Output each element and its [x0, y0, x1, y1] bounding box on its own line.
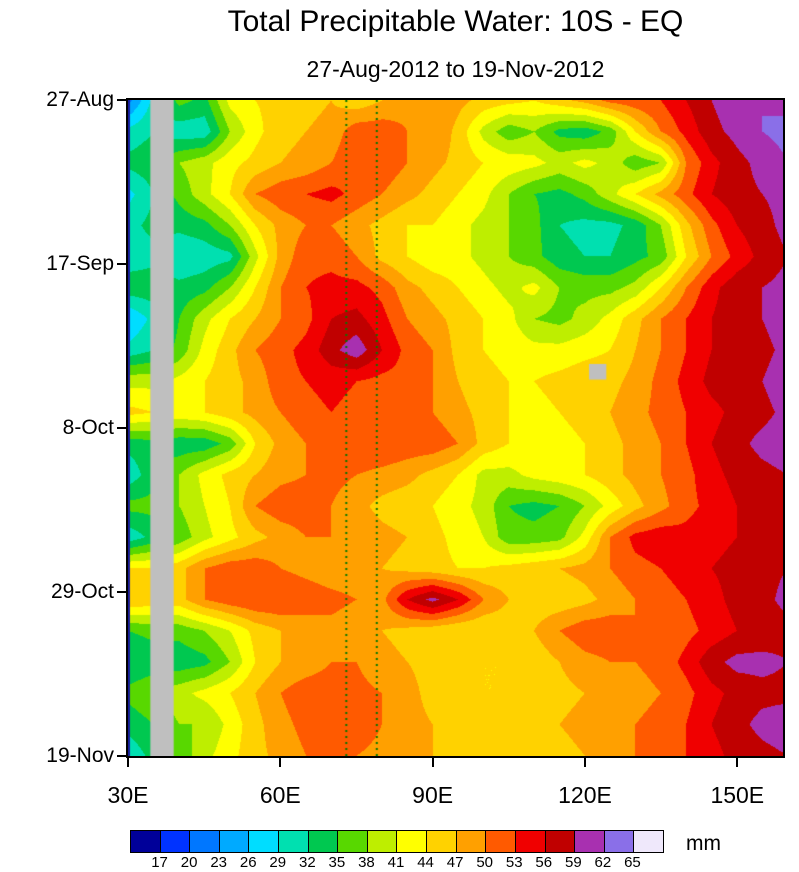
colorbar-cell [190, 831, 220, 852]
colorbar [130, 830, 664, 853]
colorbar-cell [338, 831, 368, 852]
colorbar-tick-label: 47 [446, 854, 464, 871]
y-axis-tick [117, 263, 126, 265]
colorbar-tick-label: 29 [269, 854, 287, 871]
x-axis-tick [279, 758, 282, 767]
y-axis-label: 19-Nov [46, 744, 114, 767]
colorbar-unit-label: mm [686, 832, 721, 855]
heatmap-canvas [128, 100, 783, 756]
colorbar-cell [545, 831, 576, 852]
colorbar-cell [249, 831, 280, 852]
x-axis-tick [127, 758, 129, 767]
colorbar-tick-label: 35 [328, 854, 346, 871]
x-axis-label: 30E [107, 782, 149, 808]
colorbar-tick-label: 32 [298, 854, 316, 871]
colorbar-tick-label: 62 [594, 854, 612, 871]
colorbar-cell [575, 831, 605, 852]
x-axis-tick [431, 758, 434, 767]
y-axis-tick [117, 591, 126, 593]
x-axis-tick [736, 758, 739, 767]
colorbar-labels: 17 20 23 26 29 32 35 38 41 44 47 50 53 56 59 62 65 [130, 854, 662, 872]
colorbar-cell [160, 831, 191, 852]
colorbar-cell [219, 831, 250, 852]
y-axis-label: 17-Sep [46, 252, 114, 275]
colorbar-cell [397, 831, 428, 852]
colorbar-cell [604, 831, 635, 852]
colorbar-cell [367, 831, 398, 852]
colorbar-tick-label: 20 [180, 854, 198, 871]
colorbar-tick-label: 41 [387, 854, 405, 871]
y-axis-tick [117, 755, 126, 757]
colorbar-cell [279, 831, 309, 852]
colorbar-cell [486, 831, 516, 852]
colorbar-cell [308, 831, 339, 852]
colorbar-tick-label: 59 [564, 854, 582, 871]
colorbar-cell [131, 831, 161, 852]
y-axis-tick [117, 99, 126, 101]
x-axis-label: 150E [710, 782, 765, 808]
colorbar-tick-label: 50 [476, 854, 493, 871]
plot-frame [126, 98, 785, 758]
colorbar-tick-label: 26 [239, 854, 257, 871]
colorbar-tick-label: 17 [151, 854, 168, 871]
colorbar-tick-label: 65 [624, 854, 641, 871]
x-axis-label: 90E [412, 782, 454, 808]
colorbar-tick-label: 38 [358, 854, 375, 871]
y-axis-tick [117, 427, 126, 429]
colorbar-cell [515, 831, 546, 852]
colorbar-tick-label: 23 [210, 854, 227, 871]
colorbar-cell [456, 831, 487, 852]
colorbar-cell [427, 831, 457, 852]
y-axis-label: 8-Oct [62, 416, 114, 439]
colorbar-tick-label: 56 [535, 854, 553, 871]
y-axis-label: 29-Oct [50, 580, 114, 603]
colorbar-cell [634, 831, 663, 852]
colorbar-tick-label: 44 [417, 854, 434, 871]
colorbar-tick-label: 53 [505, 854, 523, 871]
x-axis-label: 120E [558, 782, 612, 808]
x-axis-label: 60E [259, 782, 301, 808]
chart-title: Total Precipitable Water: 10S - EQ [227, 5, 684, 38]
x-axis-tick [583, 758, 586, 767]
chart-subtitle: 27-Aug-2012 to 19-Nov-2012 [306, 56, 605, 82]
y-axis-label: 27-Aug [46, 88, 114, 111]
